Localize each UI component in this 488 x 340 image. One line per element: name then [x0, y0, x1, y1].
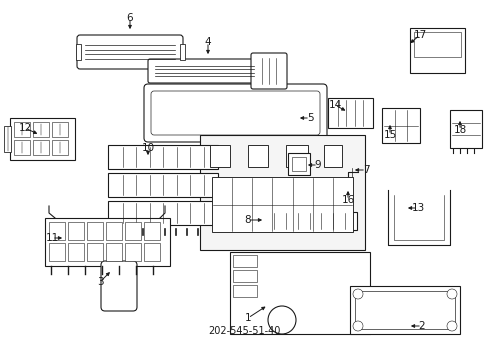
- Bar: [143, 222, 160, 240]
- Bar: [200, 135, 364, 250]
- Bar: [449, 110, 481, 148]
- Text: 14: 14: [328, 100, 341, 110]
- Text: 11: 11: [45, 233, 59, 243]
- Bar: [52, 140, 68, 155]
- Bar: [262, 212, 356, 230]
- Text: 202-545-51-40: 202-545-51-40: [208, 326, 280, 336]
- Bar: [409, 28, 464, 73]
- Bar: [285, 145, 307, 167]
- Circle shape: [352, 321, 362, 331]
- Bar: [354, 291, 454, 329]
- Bar: [413, 32, 460, 57]
- Text: 7: 7: [362, 165, 368, 175]
- Circle shape: [352, 289, 362, 299]
- Bar: [14, 140, 30, 155]
- Bar: [14, 122, 30, 137]
- Text: 15: 15: [383, 130, 396, 140]
- Bar: [324, 145, 341, 167]
- Bar: [143, 243, 160, 261]
- Bar: [87, 243, 103, 261]
- Bar: [247, 145, 267, 167]
- Bar: [76, 44, 81, 60]
- Bar: [108, 145, 218, 169]
- Text: 9: 9: [314, 160, 321, 170]
- Bar: [4, 126, 11, 152]
- Bar: [180, 44, 184, 60]
- Circle shape: [267, 306, 295, 334]
- Bar: [33, 122, 49, 137]
- Bar: [68, 222, 84, 240]
- Bar: [33, 140, 49, 155]
- Bar: [212, 177, 352, 232]
- Bar: [125, 222, 141, 240]
- Bar: [108, 173, 218, 197]
- Bar: [125, 243, 141, 261]
- Text: 17: 17: [412, 30, 426, 40]
- FancyBboxPatch shape: [77, 35, 183, 69]
- Text: 2: 2: [418, 321, 425, 331]
- Bar: [327, 98, 372, 128]
- Bar: [49, 243, 65, 261]
- Bar: [10, 118, 75, 160]
- FancyBboxPatch shape: [101, 261, 137, 311]
- Bar: [229, 252, 369, 334]
- Bar: [106, 243, 122, 261]
- Bar: [381, 108, 419, 143]
- Bar: [108, 201, 218, 225]
- Text: 6: 6: [126, 13, 133, 23]
- Bar: [287, 153, 309, 175]
- Bar: [49, 222, 65, 240]
- Text: 3: 3: [97, 277, 103, 287]
- Bar: [232, 285, 257, 297]
- FancyBboxPatch shape: [148, 59, 257, 83]
- Bar: [209, 145, 229, 167]
- Text: 13: 13: [410, 203, 424, 213]
- Text: 18: 18: [452, 125, 466, 135]
- Text: 5: 5: [306, 113, 313, 123]
- Circle shape: [446, 321, 456, 331]
- Circle shape: [446, 289, 456, 299]
- Bar: [52, 122, 68, 137]
- Bar: [87, 222, 103, 240]
- Bar: [232, 270, 257, 282]
- FancyBboxPatch shape: [250, 53, 286, 89]
- Text: 10: 10: [141, 143, 154, 153]
- Text: 1: 1: [244, 313, 251, 323]
- Bar: [349, 286, 459, 334]
- FancyBboxPatch shape: [151, 91, 319, 135]
- Text: 8: 8: [244, 215, 251, 225]
- Text: 4: 4: [204, 37, 211, 47]
- Bar: [291, 157, 305, 171]
- Bar: [45, 218, 170, 266]
- Text: 16: 16: [341, 195, 354, 205]
- Text: 12: 12: [19, 123, 32, 133]
- FancyBboxPatch shape: [143, 84, 326, 142]
- Bar: [232, 255, 257, 267]
- Bar: [106, 222, 122, 240]
- Bar: [68, 243, 84, 261]
